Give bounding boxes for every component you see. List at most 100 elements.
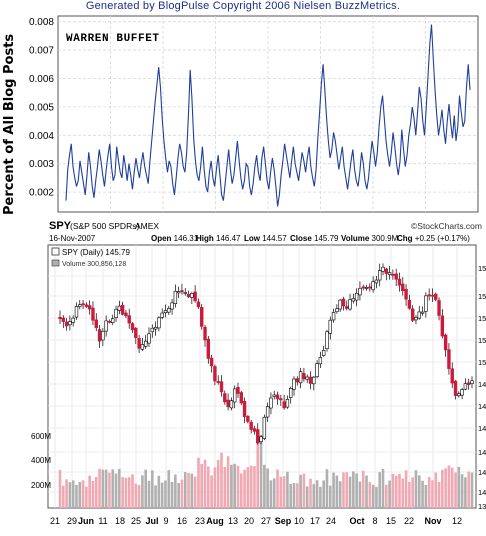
- price-candle: [226, 393, 230, 411]
- quote-item: Volume 300.9M: [341, 234, 399, 243]
- price-candle: [196, 298, 201, 309]
- price-candle: [331, 308, 336, 323]
- volume-bar: [88, 475, 91, 508]
- volume-axis-label: 200M: [31, 481, 51, 490]
- candle-body: [104, 320, 108, 332]
- candle-body: [94, 319, 98, 328]
- quote-item: Low 144.57: [244, 234, 287, 243]
- candle-body: [443, 334, 448, 351]
- price-candle: [295, 376, 300, 386]
- candle-body: [269, 397, 273, 409]
- candle-body: [358, 287, 362, 296]
- candle-body: [97, 329, 102, 342]
- price-candle: [282, 394, 286, 410]
- volume-bar: [246, 467, 250, 508]
- price-candle: [209, 354, 214, 373]
- price-candle: [87, 300, 92, 315]
- price-candle: [173, 284, 178, 308]
- volume-bar: [144, 469, 147, 508]
- volume-bar: [375, 486, 378, 508]
- volume-bar: [137, 485, 141, 508]
- price-candle: [368, 283, 372, 292]
- price-candle: [414, 315, 418, 325]
- volume-bar: [286, 471, 289, 508]
- price-candle: [150, 324, 154, 338]
- buzz-y-tick-label: 0.005: [29, 102, 54, 113]
- volume-bar: [348, 476, 352, 508]
- volume-bar: [150, 470, 154, 508]
- price-candle: [341, 296, 346, 311]
- volume-bar: [65, 479, 68, 508]
- x-tick-label: Jun: [78, 516, 94, 526]
- volume-bar: [114, 473, 118, 508]
- volume-axis: 600M 400M 200M: [31, 432, 51, 490]
- candle-body: [71, 317, 75, 323]
- candle-body: [335, 308, 339, 312]
- buzz-panel: 0.002 0.003 0.004 0.005 0.006 0.007 0.008 WARR…: [29, 15, 479, 213]
- legend-price: SPY (Daily) 145.79: [62, 248, 130, 257]
- volume-bar: [309, 478, 312, 508]
- price-candle: [279, 394, 283, 406]
- candle-body: [117, 305, 122, 311]
- candle-body: [206, 338, 211, 359]
- volume-bar: [352, 471, 355, 508]
- candle-body: [137, 338, 141, 349]
- volume-bar: [259, 435, 263, 508]
- price-candle: [68, 315, 72, 331]
- price-candle: [378, 263, 382, 287]
- candle-body: [196, 301, 201, 308]
- price-candle: [463, 378, 468, 391]
- price-candle: [147, 327, 151, 347]
- volume-bar: [243, 469, 246, 508]
- candle-body: [232, 388, 237, 403]
- price-candle: [374, 276, 379, 289]
- candle-body: [252, 428, 257, 432]
- candle-body: [167, 308, 171, 313]
- price-candle: [120, 301, 125, 316]
- candle-body: [114, 308, 118, 318]
- candle-body: [143, 340, 148, 347]
- right-axis-label: 14: [478, 468, 486, 477]
- volume-bar: [58, 470, 62, 508]
- price-candle: [107, 319, 112, 324]
- volume-bar: [249, 465, 253, 508]
- x-tick-label: 27: [261, 516, 271, 526]
- price-candle: [256, 423, 260, 445]
- candle-body: [91, 307, 95, 321]
- volume-bar: [279, 476, 283, 508]
- price-candle: [285, 395, 290, 409]
- price-candle: [186, 290, 191, 298]
- legend-volume-swatch: [51, 259, 60, 267]
- x-tick-label: Sep: [275, 516, 292, 526]
- volume-bar: [302, 473, 306, 508]
- volume-bar: [338, 481, 342, 508]
- candle-body: [239, 392, 243, 404]
- price-candle: [345, 300, 349, 311]
- volume-bar: [174, 474, 177, 508]
- price-candle: [61, 315, 65, 329]
- candle-body: [183, 292, 187, 294]
- volume-bar: [101, 469, 105, 508]
- right-axis-label: 15: [478, 358, 486, 367]
- volume-bar: [94, 476, 98, 508]
- volume-bar: [269, 480, 273, 508]
- volume-bar: [414, 470, 418, 508]
- price-candle: [94, 313, 98, 332]
- volume-axis-label: 600M: [31, 432, 51, 441]
- volume-bar: [180, 479, 184, 508]
- candle-body: [467, 382, 471, 385]
- candle-body: [173, 290, 178, 304]
- candle-body: [124, 312, 128, 317]
- price-candle: [170, 299, 174, 315]
- candle-body: [219, 381, 224, 393]
- volume-bar: [187, 473, 190, 508]
- candle-body: [216, 381, 220, 383]
- candle-body: [186, 293, 191, 298]
- candle-body: [410, 308, 415, 321]
- volume-bar: [447, 465, 451, 508]
- price-candle: [242, 397, 247, 424]
- candle-body: [414, 317, 418, 321]
- candle-body: [321, 350, 326, 356]
